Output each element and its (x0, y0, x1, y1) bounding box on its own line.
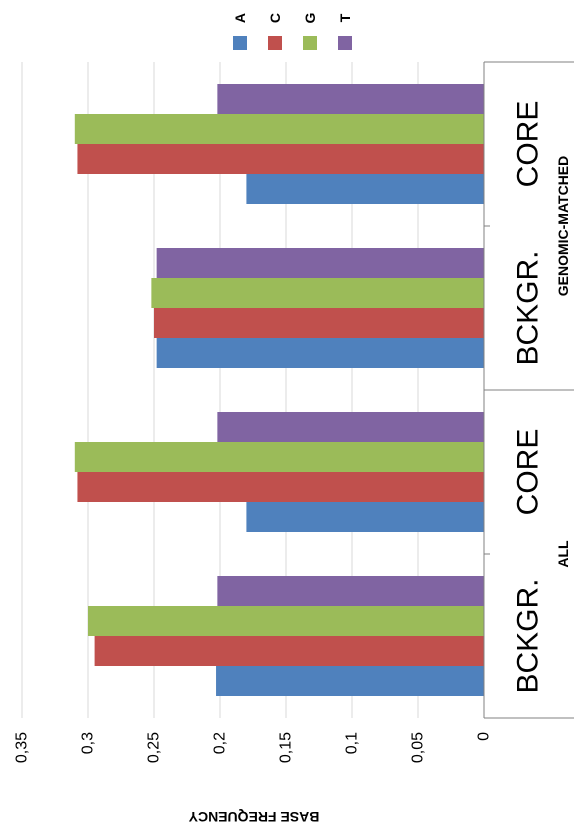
legend-swatch-t (338, 36, 352, 50)
bar-g (151, 278, 485, 308)
bar-g (74, 442, 485, 472)
legend-swatch-g (303, 36, 317, 50)
value-tick-label: 0,1 (344, 732, 361, 754)
bar-c (154, 308, 484, 338)
legend-swatch-a (233, 36, 247, 50)
bar-t (217, 412, 485, 442)
value-tick-label: 0,25 (146, 732, 163, 763)
legend-label-a: A (232, 13, 248, 23)
bar-a (216, 666, 485, 696)
bar-t (217, 576, 485, 606)
bar-g (88, 606, 484, 636)
legend-label-g: G (302, 12, 318, 23)
group-labels: ALL GENOMIC-MATCHED (555, 156, 571, 568)
category-labels: CORE BCKGR. CORE BCKGR. (512, 101, 545, 694)
value-tick-labels: 0 0,05 0,1 0,15 0,2 0,25 0,3 0,35 (14, 732, 493, 763)
legend-label-t: T (337, 13, 353, 22)
bar-t (156, 248, 484, 278)
bar-a (246, 174, 484, 204)
bars (74, 84, 485, 696)
bar-c (77, 144, 484, 174)
category-label: BCKGR. (512, 578, 545, 693)
value-tick-label: 0,2 (212, 732, 229, 754)
legend-label-c: C (267, 13, 283, 23)
category-axis (483, 61, 574, 719)
category-label: CORE (512, 429, 545, 516)
group-label: GENOMIC-MATCHED (555, 156, 571, 297)
bar-c (94, 636, 484, 666)
category-label: CORE (512, 101, 545, 188)
bar-a (156, 338, 484, 368)
value-axis-title: BASE FREQUENCY (188, 809, 319, 825)
bar-t (217, 84, 485, 114)
legend-swatch-c (268, 36, 282, 50)
bar-a (246, 502, 484, 532)
value-tick-label: 0,15 (278, 732, 295, 763)
category-label: BCKGR. (512, 250, 545, 365)
value-tick-label: 0,3 (80, 732, 97, 754)
bar-c (77, 472, 484, 502)
bar-g (74, 114, 485, 144)
value-tick-label: 0,05 (410, 732, 427, 763)
value-tick-label: 0 (476, 732, 493, 741)
value-tick-label: 0,35 (14, 732, 31, 763)
group-label: ALL (555, 540, 571, 568)
